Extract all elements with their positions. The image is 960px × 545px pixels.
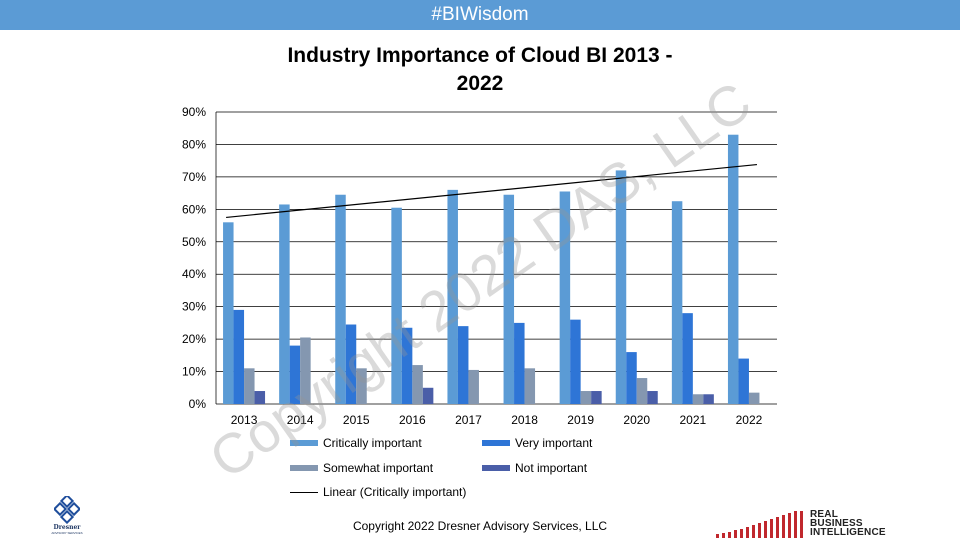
x-tick-label: 2015 [343, 413, 370, 427]
bar-critically-important-2013 [223, 222, 234, 404]
rbi-line-2: BUSINESS [810, 518, 863, 529]
y-tick-label: 70% [182, 170, 206, 184]
y-tick-label: 0% [189, 397, 207, 411]
bar-somewhat-important-2018 [524, 368, 536, 404]
x-tick-label: 2021 [679, 413, 706, 427]
y-tick-label: 50% [182, 235, 206, 249]
rbi-bars-icon [716, 511, 803, 538]
x-tick-label: 2020 [623, 413, 650, 427]
bar-chart: 0% 10% 20% 30% 40% 50% 60% 70% 80% 90% 2013 2014 201… [182, 105, 777, 427]
legend-swatch-linear-trend [290, 491, 318, 493]
bar-very-important-2018 [514, 322, 525, 404]
legend-item-critically-important: Critically important [290, 436, 422, 450]
dresner-knot-icon [54, 496, 80, 524]
legend-swatch-somewhat-important [290, 465, 318, 471]
bar-not-important-2013 [254, 391, 266, 404]
bar-critically-important-2019 [559, 191, 571, 404]
bar-very-important-2013 [233, 309, 245, 404]
bar-somewhat-important-2021 [692, 394, 704, 404]
bar-not-important-2016 [422, 387, 434, 404]
rbi-logo-text: REAL BUSINESS INTELLIGENCE [810, 509, 886, 538]
chart-title-line-1: Industry Importance of Cloud BI 2013 - [287, 44, 673, 67]
bar-not-important-2021 [703, 394, 714, 404]
bar-somewhat-important-2013 [244, 368, 255, 404]
legend-label-linear-trend: Linear (Critically important) [323, 485, 467, 499]
legend-label-not-important: Not important [515, 461, 588, 475]
y-tick-label: 20% [182, 332, 206, 346]
bar-critically-important-2020 [615, 170, 627, 404]
bar-somewhat-important-2016 [412, 365, 423, 404]
legend-item-not-important: Not important [482, 461, 587, 475]
bar-critically-important-2018 [503, 194, 515, 404]
legend-label-critically-important: Critically important [323, 436, 422, 450]
x-tick-label: 2014 [287, 413, 314, 427]
bar-critically-important-2021 [671, 201, 683, 404]
x-tick-label: 2022 [736, 413, 763, 427]
bar-very-important-2017 [457, 326, 469, 404]
legend-swatch-very-important [482, 440, 510, 446]
y-tick-label: 40% [182, 267, 206, 281]
rbi-line-1: REAL [810, 509, 839, 520]
legend-swatch-not-important [482, 465, 510, 471]
bar-very-important-2014 [289, 345, 301, 404]
bar-somewhat-important-2015 [356, 368, 367, 404]
legend-item-very-important: Very important [482, 436, 592, 450]
legend-item-somewhat-important: Somewhat important [290, 461, 433, 475]
real-business-intelligence-logo: REAL BUSINESS INTELLIGENCE [716, 510, 916, 540]
y-tick-label: 30% [182, 300, 206, 314]
bar-very-important-2015 [345, 324, 357, 404]
footer-copyright: Copyright 2022 Dresner Advisory Services… [0, 519, 960, 533]
bar-critically-important-2016 [391, 207, 402, 404]
dresner-logo-subtitle: ADVISORY SERVICES [51, 531, 83, 535]
trendline-critically-important [226, 163, 758, 219]
chart-title: Industry Importance of Cloud BI 2013 - 2… [240, 42, 720, 98]
legend-item-linear-trend: Linear (Critically important) [290, 485, 466, 499]
legend-label-somewhat-important: Somewhat important [323, 461, 434, 475]
y-tick-label: 10% [182, 365, 206, 379]
legend-swatch-critically-important [290, 440, 318, 446]
banner-text: #BIWisdom [431, 4, 529, 25]
legend-label-very-important: Very important [515, 436, 593, 450]
y-tick-label: 80% [182, 137, 206, 151]
bar-somewhat-important-2017 [468, 369, 479, 404]
bar-somewhat-important-2014 [300, 337, 311, 404]
y-tick-label: 60% [182, 202, 206, 216]
dresner-logo-name: Dresner [53, 524, 81, 531]
x-tick-label: 2016 [399, 413, 426, 427]
y-tick-label: 90% [182, 105, 206, 119]
bar-very-important-2022 [738, 358, 749, 404]
x-tick-label: 2019 [567, 413, 594, 427]
bar-somewhat-important-2020 [636, 378, 648, 404]
footer-copyright-text: Copyright 2022 Dresner Advisory Services… [352, 519, 608, 533]
x-tick-label: 2017 [455, 413, 482, 427]
chart-title-line-2: 2022 [456, 72, 504, 95]
bar-not-important-2019 [591, 391, 602, 404]
hashtag-banner: #BIWisdom [0, 0, 960, 30]
x-tick-label: 2013 [231, 413, 258, 427]
bar-critically-important-2017 [447, 189, 458, 404]
x-tick-label: 2018 [511, 413, 538, 427]
bar-not-important-2020 [647, 391, 658, 404]
rbi-line-3: INTELLIGENCE [810, 527, 886, 538]
bar-critically-important-2014 [279, 204, 290, 404]
bar-somewhat-important-2019 [580, 391, 592, 404]
bar-critically-important-2015 [335, 194, 346, 404]
bar-somewhat-important-2022 [748, 392, 760, 404]
bar-very-important-2019 [570, 319, 581, 404]
bar-very-important-2020 [626, 352, 637, 404]
bar-critically-important-2022 [727, 134, 739, 404]
bar-very-important-2016 [401, 327, 413, 404]
bar-very-important-2021 [682, 313, 693, 404]
dresner-logo: Dresner ADVISORY SERVICES [46, 496, 88, 540]
